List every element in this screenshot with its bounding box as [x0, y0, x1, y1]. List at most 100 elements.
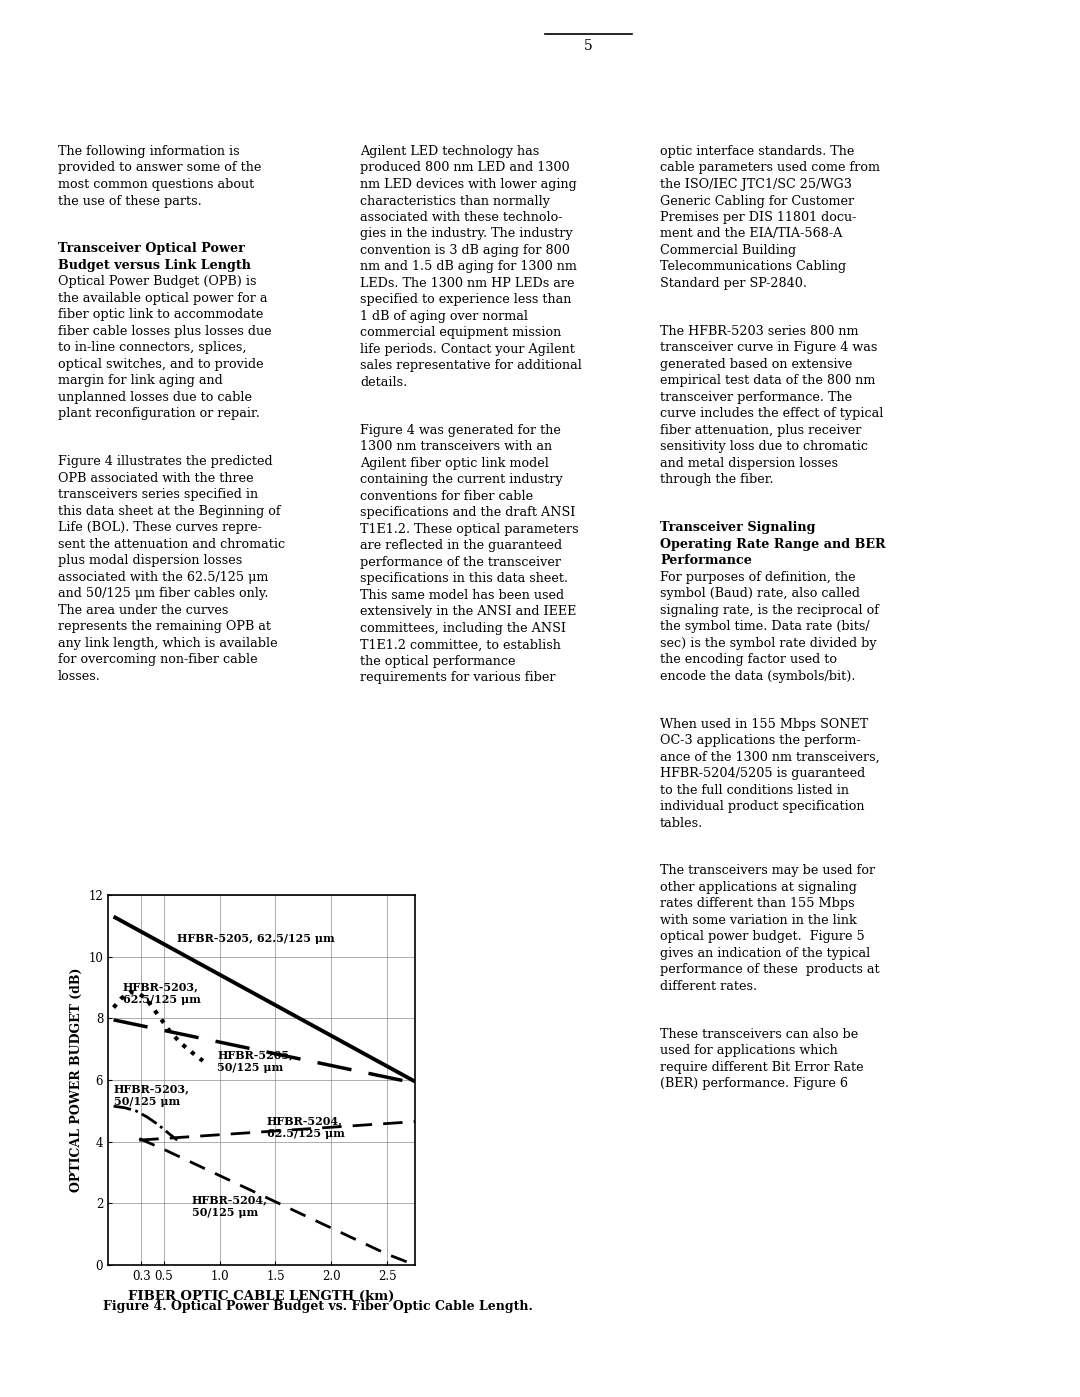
Text: to in-line connectors, splices,: to in-line connectors, splices, — [58, 341, 246, 355]
Text: sent the attenuation and chromatic: sent the attenuation and chromatic — [58, 538, 285, 550]
Text: the encoding factor used to: the encoding factor used to — [660, 654, 837, 666]
Text: ment and the EIA/TIA-568-A: ment and the EIA/TIA-568-A — [660, 228, 842, 240]
Text: rates different than 155 Mbps: rates different than 155 Mbps — [660, 897, 854, 911]
Text: nm LED devices with lower aging: nm LED devices with lower aging — [360, 177, 577, 191]
Text: generated based on extensive: generated based on extensive — [660, 358, 852, 370]
Text: specifications in this data sheet.: specifications in this data sheet. — [360, 573, 568, 585]
Text: HFBR-5204,
62.5/125 μm: HFBR-5204, 62.5/125 μm — [267, 1115, 345, 1140]
Text: the ISO/IEC JTC1/SC 25/WG3: the ISO/IEC JTC1/SC 25/WG3 — [660, 177, 852, 191]
Text: 5: 5 — [584, 39, 593, 53]
Text: Transceiver Optical Power: Transceiver Optical Power — [58, 242, 245, 256]
Text: The area under the curves: The area under the curves — [58, 604, 228, 616]
Text: transceiver performance. The: transceiver performance. The — [660, 391, 852, 404]
Text: LEDs. The 1300 nm HP LEDs are: LEDs. The 1300 nm HP LEDs are — [360, 277, 575, 291]
Text: represents the remaining OPB at: represents the remaining OPB at — [58, 620, 271, 633]
Text: Standard per SP-2840.: Standard per SP-2840. — [660, 277, 807, 291]
Text: fiber cable losses plus losses due: fiber cable losses plus losses due — [58, 326, 272, 338]
Text: sales representative for additional: sales representative for additional — [360, 359, 582, 373]
Text: Premises per DIS 11801 docu-: Premises per DIS 11801 docu- — [660, 211, 856, 224]
Text: tables.: tables. — [660, 817, 703, 830]
Text: Agilent LED technology has: Agilent LED technology has — [360, 145, 539, 158]
Text: produced 800 nm LED and 1300: produced 800 nm LED and 1300 — [360, 162, 569, 175]
Text: ance of the 1300 nm transceivers,: ance of the 1300 nm transceivers, — [660, 750, 880, 764]
Text: individual product specification: individual product specification — [660, 800, 864, 813]
Text: and metal dispersion losses: and metal dispersion losses — [660, 457, 838, 469]
Text: transceivers series specified in: transceivers series specified in — [58, 488, 258, 502]
Text: the optical performance: the optical performance — [360, 655, 515, 668]
Text: Figure 4 was generated for the: Figure 4 was generated for the — [360, 423, 561, 437]
Y-axis label: OPTICAL POWER BUDGET (dB): OPTICAL POWER BUDGET (dB) — [70, 968, 83, 1192]
Text: plus modal dispersion losses: plus modal dispersion losses — [58, 555, 242, 567]
Text: containing the current industry: containing the current industry — [360, 474, 563, 486]
Text: OC-3 applications the perform-: OC-3 applications the perform- — [660, 733, 861, 747]
Text: margin for link aging and: margin for link aging and — [58, 374, 222, 387]
Text: sec) is the symbol rate divided by: sec) is the symbol rate divided by — [660, 637, 877, 650]
Text: This same model has been used: This same model has been used — [360, 590, 564, 602]
Text: curve includes the effect of typical: curve includes the effect of typical — [660, 408, 883, 420]
Text: are reflected in the guaranteed: are reflected in the guaranteed — [360, 539, 562, 552]
Text: optical switches, and to provide: optical switches, and to provide — [58, 358, 264, 370]
Text: HFBR-5204/5205 is guaranteed: HFBR-5204/5205 is guaranteed — [660, 767, 865, 780]
Text: specified to experience less than: specified to experience less than — [360, 293, 571, 306]
Text: for overcoming non-fiber cable: for overcoming non-fiber cable — [58, 654, 258, 666]
Text: associated with the 62.5/125 μm: associated with the 62.5/125 μm — [58, 571, 268, 584]
Text: Figure 4 illustrates the predicted: Figure 4 illustrates the predicted — [58, 455, 272, 468]
Text: life periods. Contact your Agilent: life periods. Contact your Agilent — [360, 344, 575, 356]
Text: optic interface standards. The: optic interface standards. The — [660, 145, 854, 158]
Text: fiber attenuation, plus receiver: fiber attenuation, plus receiver — [660, 423, 862, 437]
Text: nm and 1.5 dB aging for 1300 nm: nm and 1.5 dB aging for 1300 nm — [360, 260, 577, 274]
Text: Commercial Building: Commercial Building — [660, 244, 796, 257]
Text: this data sheet at the Beginning of: this data sheet at the Beginning of — [58, 504, 281, 518]
Text: any link length, which is available: any link length, which is available — [58, 637, 278, 650]
Text: Performance: Performance — [660, 555, 752, 567]
Text: Generic Cabling for Customer: Generic Cabling for Customer — [660, 194, 854, 208]
Text: gives an indication of the typical: gives an indication of the typical — [660, 947, 870, 960]
Text: The transceivers may be used for: The transceivers may be used for — [660, 865, 875, 877]
Text: HFBR-5203,
50/125 μm: HFBR-5203, 50/125 μm — [113, 1083, 190, 1106]
Text: signaling rate, is the reciprocal of: signaling rate, is the reciprocal of — [660, 604, 879, 616]
Text: Telecommunications Cabling: Telecommunications Cabling — [660, 260, 846, 274]
Text: characteristics than normally: characteristics than normally — [360, 194, 550, 208]
Text: the use of these parts.: the use of these parts. — [58, 194, 202, 208]
Text: plant reconfiguration or repair.: plant reconfiguration or repair. — [58, 408, 260, 420]
Text: T1E1.2 committee, to establish: T1E1.2 committee, to establish — [360, 638, 561, 651]
Text: commercial equipment mission: commercial equipment mission — [360, 327, 562, 339]
Text: Budget versus Link Length: Budget versus Link Length — [58, 258, 251, 272]
Text: the available optical power for a: the available optical power for a — [58, 292, 268, 305]
Text: T1E1.2. These optical parameters: T1E1.2. These optical parameters — [360, 522, 579, 536]
Text: gies in the industry. The industry: gies in the industry. The industry — [360, 228, 572, 240]
Text: symbol (Baud) rate, also called: symbol (Baud) rate, also called — [660, 587, 860, 601]
Text: with some variation in the link: with some variation in the link — [660, 914, 856, 926]
Text: Figure 4. Optical Power Budget vs. Fiber Optic Cable Length.: Figure 4. Optical Power Budget vs. Fiber… — [103, 1301, 532, 1313]
Text: encode the data (symbols/bit).: encode the data (symbols/bit). — [660, 669, 855, 683]
Text: optical power budget.  Figure 5: optical power budget. Figure 5 — [660, 930, 865, 943]
Text: requirements for various fiber: requirements for various fiber — [360, 672, 555, 685]
Text: When used in 155 Mbps SONET: When used in 155 Mbps SONET — [660, 718, 868, 731]
Text: cable parameters used come from: cable parameters used come from — [660, 162, 880, 175]
Text: HFBR-5204,
50/125 μm: HFBR-5204, 50/125 μm — [192, 1194, 268, 1218]
Text: through the fiber.: through the fiber. — [660, 474, 773, 486]
Text: details.: details. — [360, 376, 407, 388]
Text: unplanned losses due to cable: unplanned losses due to cable — [58, 391, 252, 404]
X-axis label: FIBER OPTIC CABLE LENGTH (km): FIBER OPTIC CABLE LENGTH (km) — [129, 1289, 394, 1303]
Text: losses.: losses. — [58, 669, 100, 683]
Text: The following information is: The following information is — [58, 145, 240, 158]
Text: 1 dB of aging over normal: 1 dB of aging over normal — [360, 310, 528, 323]
Text: Agilent fiber optic link model: Agilent fiber optic link model — [360, 457, 549, 469]
Text: require different Bit Error Rate: require different Bit Error Rate — [660, 1060, 864, 1074]
Text: to the full conditions listed in: to the full conditions listed in — [660, 784, 849, 796]
Text: the symbol time. Data rate (bits/: the symbol time. Data rate (bits/ — [660, 620, 869, 633]
Text: performance of these  products at: performance of these products at — [660, 964, 879, 977]
Text: (BER) performance. Figure 6: (BER) performance. Figure 6 — [660, 1077, 848, 1090]
Text: HFBR-5205, 62.5/125 μm: HFBR-5205, 62.5/125 μm — [177, 933, 335, 944]
Text: Life (BOL). These curves repre-: Life (BOL). These curves repre- — [58, 521, 261, 534]
Text: conventions for fiber cable: conventions for fiber cable — [360, 490, 534, 503]
Text: transceiver curve in Figure 4 was: transceiver curve in Figure 4 was — [660, 341, 877, 355]
Text: HFBR-5205,
50/125 μm: HFBR-5205, 50/125 μm — [217, 1049, 294, 1073]
Text: For purposes of definition, the: For purposes of definition, the — [660, 571, 855, 584]
Text: specifications and the draft ANSI: specifications and the draft ANSI — [360, 506, 576, 520]
Text: performance of the transceiver: performance of the transceiver — [360, 556, 561, 569]
Text: provided to answer some of the: provided to answer some of the — [58, 162, 261, 175]
Text: Transceiver Signaling: Transceiver Signaling — [660, 521, 815, 534]
Text: associated with these technolo-: associated with these technolo- — [360, 211, 563, 224]
